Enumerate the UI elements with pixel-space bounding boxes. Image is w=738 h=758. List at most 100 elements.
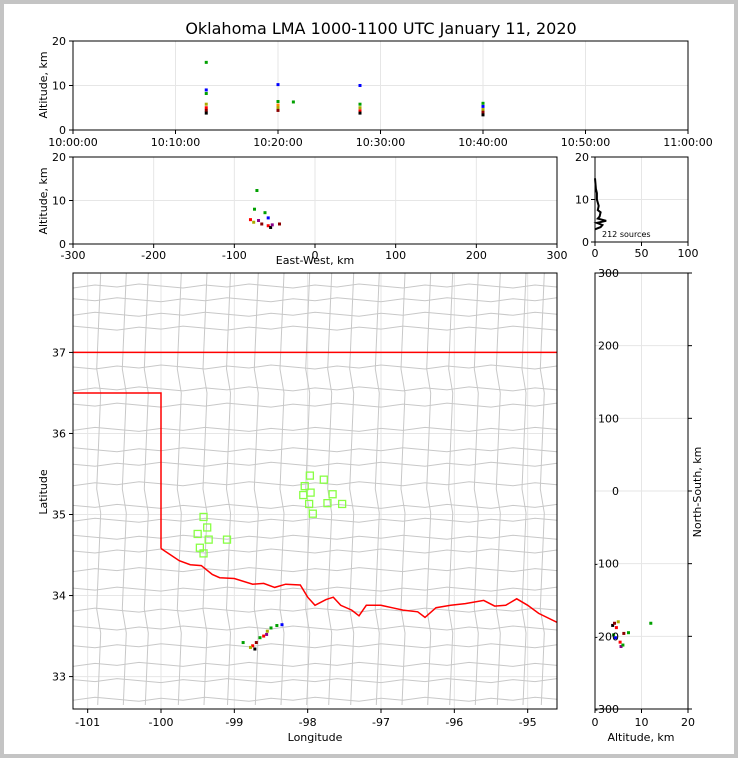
lma-station-marker bbox=[319, 475, 328, 484]
time-altitude-ticks: 10:00:00 10:10:00 10:20:00 10:30:00 10:40:00… bbox=[48, 35, 712, 149]
county-line bbox=[73, 402, 557, 408]
ew-tick-label: 100 bbox=[385, 249, 406, 262]
plan-view-ticks: -101 -100 -99 -98 -97 -96 -95 33 34 35 36 37 bbox=[52, 346, 537, 729]
altitude-ns-point bbox=[613, 636, 617, 640]
county-line bbox=[400, 273, 406, 706]
ew-altitude-point bbox=[252, 220, 256, 224]
latitude-tick-label: 33 bbox=[52, 671, 66, 684]
altitude-ns-grid bbox=[594, 272, 689, 710]
altitude-ns-point bbox=[626, 631, 630, 635]
altitude-x-tick-label: 20 bbox=[681, 716, 695, 729]
lma-station-marker bbox=[304, 499, 314, 509]
plan-view-axes-frame bbox=[72, 272, 558, 710]
plan-view-panel: -101 -100 -99 -98 -97 -96 -95 33 34 35 36 37 Latitu… bbox=[37, 272, 558, 744]
lma-source-point bbox=[253, 647, 257, 651]
county-line bbox=[73, 643, 557, 649]
county-line bbox=[253, 273, 259, 706]
lma-station-marker bbox=[199, 512, 208, 522]
time-altitude-point bbox=[291, 100, 295, 104]
plan-view-grid bbox=[73, 273, 557, 709]
histogram-x-tick-label: 0 bbox=[592, 247, 599, 260]
altitude-tick-label: 20 bbox=[52, 35, 66, 48]
time-altitude-point bbox=[481, 110, 485, 114]
longitude-tick-label: -96 bbox=[445, 716, 463, 729]
time-tick-label: 10:10:00 bbox=[151, 136, 200, 149]
ew-tick-label: -100 bbox=[222, 249, 247, 262]
latitude-tick-label: 36 bbox=[52, 427, 66, 440]
lma-station-marker bbox=[305, 471, 315, 480]
ew-altitude-point bbox=[248, 218, 252, 222]
histogram-y-tick-label: 10 bbox=[575, 194, 589, 207]
time-altitude-point bbox=[276, 106, 280, 110]
plan-view-ylabel: Latitude bbox=[37, 469, 50, 515]
longitude-tick-label: -95 bbox=[519, 716, 537, 729]
county-line bbox=[96, 273, 102, 706]
time-altitude-points bbox=[204, 60, 485, 117]
time-altitude-grid bbox=[72, 40, 689, 131]
time-tick-label: 10:00:00 bbox=[48, 136, 97, 149]
altitude-ns-point bbox=[618, 640, 622, 644]
altitude-tick-label: 0 bbox=[59, 124, 66, 137]
time-altitude-point bbox=[276, 100, 280, 104]
latitude-tick-label: 37 bbox=[52, 346, 66, 359]
ew-altitude-point bbox=[266, 224, 270, 228]
ew-tick-label: -200 bbox=[141, 249, 166, 262]
county-line bbox=[73, 283, 557, 289]
time-altitude-ylabel: Altitude, km bbox=[37, 51, 50, 118]
county-line bbox=[143, 273, 149, 706]
ew-altitude-point bbox=[270, 223, 274, 227]
county-line bbox=[73, 517, 557, 523]
lma-station-marker bbox=[308, 509, 317, 518]
county-line bbox=[521, 273, 527, 706]
county-line bbox=[279, 273, 285, 706]
county-line bbox=[473, 273, 479, 706]
county-line bbox=[73, 607, 557, 613]
ew-altitude-point bbox=[255, 188, 259, 192]
county-line bbox=[426, 273, 432, 706]
altitude-ns-point bbox=[612, 633, 616, 637]
lma-station-marker bbox=[222, 535, 232, 544]
time-altitude-point bbox=[481, 101, 485, 105]
time-altitude-point bbox=[204, 106, 208, 110]
altitude-ns-point bbox=[621, 643, 625, 647]
longitude-tick-label: -97 bbox=[372, 716, 390, 729]
ns-tick-label: 0 bbox=[612, 485, 619, 498]
lma-source-point bbox=[248, 645, 252, 649]
altitude-ns-point bbox=[616, 620, 620, 624]
lma-stations bbox=[193, 471, 347, 558]
ew-altitude-ticks: -300 -200 -100 0 100 200 300 0 10 20 bbox=[52, 151, 568, 262]
lma-station-marker bbox=[199, 549, 208, 558]
time-altitude-point bbox=[276, 83, 280, 87]
lma-source-point bbox=[262, 634, 266, 638]
altitude-x-tick-label: 0 bbox=[592, 716, 599, 729]
ew-altitude-panel: -300 -200 -100 0 100 200 300 0 10 20 Altitude, km… bbox=[37, 151, 568, 267]
county-line bbox=[73, 311, 557, 317]
county-line bbox=[73, 586, 557, 592]
county-line bbox=[121, 273, 127, 706]
altitude-ns-point bbox=[622, 631, 626, 635]
lma-station-marker bbox=[323, 499, 332, 508]
ew-tick-label: 300 bbox=[547, 249, 568, 262]
time-altitude-point bbox=[358, 111, 362, 115]
altitude-ns-point bbox=[619, 645, 623, 649]
county-line bbox=[73, 481, 557, 487]
county-line bbox=[73, 548, 557, 554]
ew-altitude-tick-label: 20 bbox=[52, 151, 66, 164]
time-altitude-point bbox=[204, 60, 208, 64]
county-line bbox=[448, 273, 454, 706]
map-layer bbox=[73, 273, 557, 706]
longitude-tick-label: -98 bbox=[299, 716, 317, 729]
time-altitude-point bbox=[276, 103, 280, 107]
lma-source-point bbox=[241, 641, 245, 645]
lma-source-point bbox=[265, 629, 269, 633]
time-altitude-panel: 10:00:00 10:10:00 10:20:00 10:30:00 10:40:00… bbox=[37, 35, 713, 149]
time-altitude-point bbox=[481, 108, 485, 112]
county-line bbox=[73, 678, 557, 684]
county-line bbox=[73, 534, 557, 540]
county-line bbox=[73, 386, 557, 392]
time-altitude-point bbox=[358, 106, 362, 110]
time-altitude-point bbox=[481, 104, 485, 108]
time-altitude-point bbox=[358, 102, 362, 106]
county-line bbox=[225, 273, 232, 706]
longitude-tick-label: -99 bbox=[225, 716, 243, 729]
